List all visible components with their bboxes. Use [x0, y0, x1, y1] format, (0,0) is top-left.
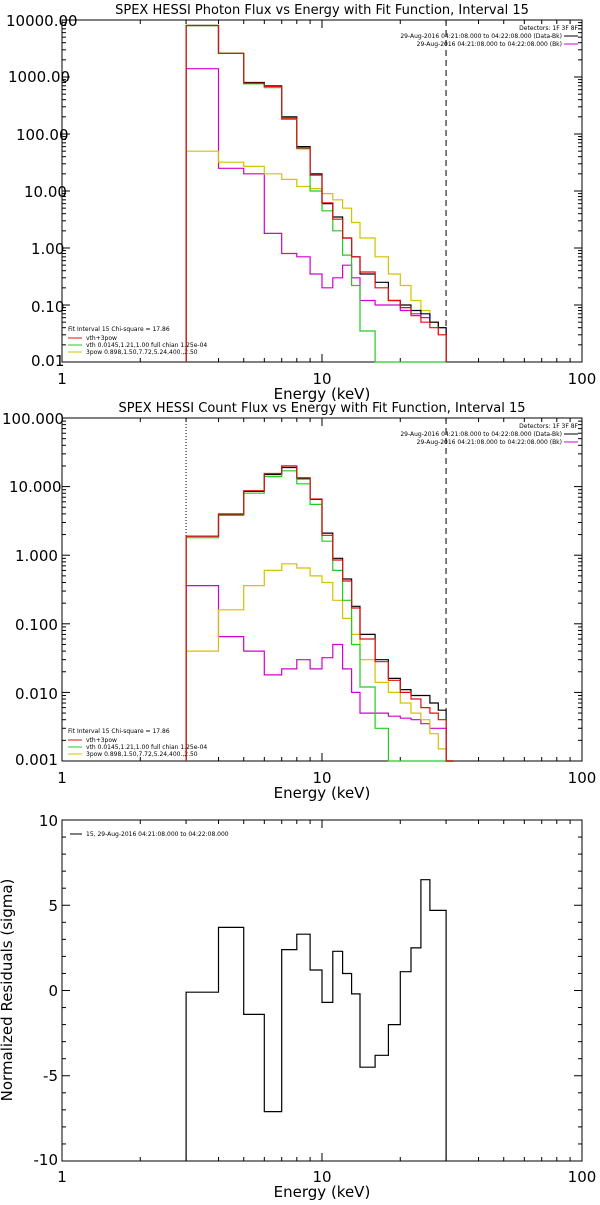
residuals-ytick-label: 5 — [48, 897, 58, 915]
residuals-x-axis-label: Energy (keV) — [274, 1183, 371, 1200]
photon-series-3pow — [185, 150, 447, 362]
count-series-data-bk — [185, 466, 454, 762]
residuals-ytick-label: 10 — [39, 812, 58, 830]
photon-ytick-label: 0.10 — [31, 298, 64, 316]
count-fit-interval-label: Fit Interval 15 Chi-square = 17.86 — [68, 728, 170, 735]
photon-flux-title: SPEX HESSI Photon Flux vs Energy with Fi… — [115, 3, 529, 18]
count-series-3pow — [185, 563, 454, 762]
count-ytick-label: 0.001 — [15, 751, 58, 769]
count-xtick-label: 10 — [312, 769, 331, 787]
count-flux-frame — [61, 417, 583, 762]
photon-legend-vth: vth 0.0145,1.21,1.00 full chian 1.25e-04 — [86, 342, 207, 349]
residuals-y-axis-label: Normalized Residuals (sigma) — [0, 879, 16, 1102]
count-ytick-label: 10.000 — [9, 478, 62, 496]
photon-xtick-label: 10 — [312, 370, 331, 388]
photon-flux-panel: SPEX HESSI Photon Flux vs Energy with Fi… — [6, 3, 596, 403]
count-ytick-label: 0.010 — [15, 685, 58, 703]
photon-xtick-label: 100 — [568, 370, 597, 388]
photon-series-bk — [185, 68, 447, 362]
count-flux-ticks — [61, 418, 582, 762]
count-header-databk: 29-Aug-2016 04:21:08.000 to 04:22:08.000… — [400, 431, 562, 438]
residuals-xtick-label: 100 — [568, 1168, 597, 1186]
photon-detectors-label: Detectors: 1F 3F 8F — [519, 25, 578, 32]
photon-ytick-label: 1000.00 — [8, 68, 70, 86]
count-series-bk — [185, 585, 454, 762]
photon-x-axis-label: Energy (keV) — [274, 385, 371, 403]
photon-ytick-label: 10000.00 — [6, 12, 78, 30]
residuals-ytick-label: -10 — [34, 1151, 59, 1169]
count-ytick-label: 100.000 — [2, 410, 64, 428]
photon-series-total — [185, 24, 447, 362]
residuals-xtick-label: 1 — [57, 1168, 67, 1186]
count-flux-title: SPEX HESSI Count Flux vs Energy with Fit… — [118, 401, 525, 416]
photon-ytick-label: 1.00 — [31, 240, 64, 258]
count-legend-vth: vth 0.0145,1.21,1.00 full chian 1.25e-04 — [86, 744, 207, 751]
photon-header-databk: 29-Aug-2016 04:21:08.000 to 04:22:08.000… — [400, 33, 562, 40]
residuals-ytick-label: 0 — [48, 982, 58, 1000]
photon-ytick-label: 0.01 — [31, 352, 64, 370]
count-legend-total: vth+3pow — [86, 737, 117, 744]
count-series-total — [185, 465, 454, 762]
count-ytick-label: 0.100 — [15, 616, 58, 634]
photon-xtick-label: 1 — [57, 370, 67, 388]
count-ytick-label: 1.000 — [15, 547, 58, 565]
count-flux-panel: SPEX HESSI Count Flux vs Energy with Fit… — [2, 401, 596, 802]
photon-legend-total: vth+3pow — [86, 335, 117, 342]
residuals-xtick-label: 10 — [312, 1168, 331, 1186]
count-x-axis-label: Energy (keV) — [274, 784, 371, 802]
photon-series-data-bk — [185, 24, 447, 362]
photon-ytick-label: 10.00 — [24, 183, 67, 201]
count-detectors-label: Detectors: 1F 3F 8F — [519, 423, 578, 430]
residuals-ytick-label: -5 — [43, 1067, 58, 1085]
count-legend-3pow: 3pow 0.898,1.50,7.72,5.24,400.,2.50 — [86, 751, 198, 758]
residuals-panel: 10 5 0 -5 -10 1 10 100 Energy (keV) Norm… — [0, 812, 597, 1201]
photon-header-bk: 29-Aug-2016 04:21:08.000 to 04:22:08.000… — [417, 41, 562, 48]
photon-series-vth — [185, 24, 447, 363]
residuals-series-residuals — [185, 879, 447, 1161]
photon-ytick-label: 100.00 — [16, 126, 69, 144]
count-xtick-label: 1 — [57, 769, 67, 787]
residuals-ticks — [61, 819, 582, 1162]
count-series-vth — [185, 470, 454, 762]
residuals-legend-label: 15, 29-Aug-2016 04:21:08.000 to 04:22:08… — [86, 831, 229, 838]
count-xtick-label: 100 — [568, 769, 597, 787]
photon-fit-interval-label: Fit Interval 15 Chi-square = 17.86 — [68, 326, 170, 333]
series-layer — [185, 24, 454, 1161]
count-header-bk: 29-Aug-2016 04:21:08.000 to 04:22:08.000… — [417, 439, 562, 446]
photon-legend-3pow: 3pow 0.898,1.50,7.72,5.24,400.,2.50 — [86, 349, 198, 356]
